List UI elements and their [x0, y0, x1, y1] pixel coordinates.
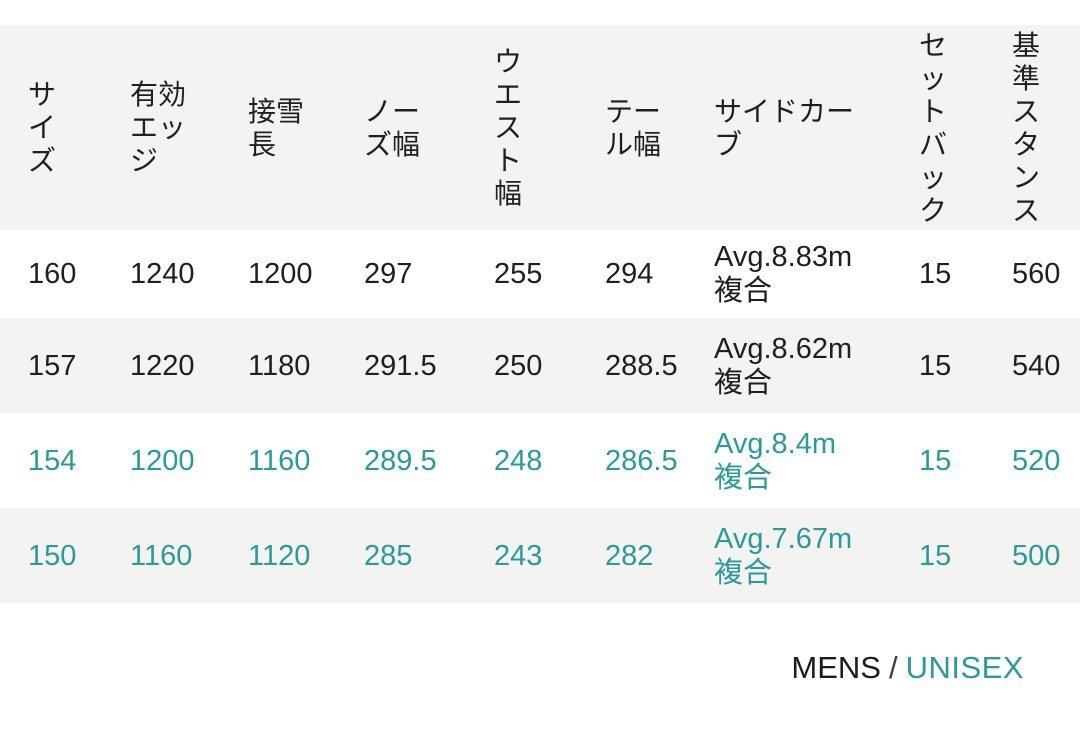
unisex-tab[interactable]: UNISEX — [905, 650, 1024, 685]
spec-row-150: 150 1160 1120 285 243 282 Avg.7.67m 複合 1… — [0, 508, 1080, 603]
cell-effective-edge: 1200 — [130, 444, 195, 477]
column-header-nose-width-label: ノーズ幅 — [364, 95, 421, 160]
cell-sidecut: Avg.7.67m 複合 — [714, 508, 919, 603]
cell-size: 150 — [28, 539, 77, 572]
cell-waist-width: 250 — [494, 349, 543, 382]
gender-selector: MENS / UNISEX — [0, 603, 1080, 686]
spec-row-154: 154 1200 1160 289.5 248 286.5 Avg.8.4m 複… — [0, 413, 1080, 508]
cell-sidecut: Avg.8.62m 複合 — [714, 318, 919, 413]
column-header-size-label: サイズ — [28, 79, 57, 176]
mens-tab[interactable]: MENS — [791, 650, 881, 685]
cell-setback: 15 — [919, 349, 952, 382]
cell-contact-length: 1180 — [248, 349, 311, 382]
cell-effective-edge: 1220 — [130, 349, 195, 382]
cell-sidecut-text: Avg.8.62m 複合 — [714, 332, 853, 399]
column-header-contact-length-label: 接雪長 — [248, 95, 305, 160]
cell-contact-length: 1200 — [248, 258, 313, 290]
column-header-sidecut: サイドカーブ — [714, 25, 919, 230]
cell-sidecut-text: Avg.8.4m 複合 — [714, 427, 836, 494]
cell-size: 157 — [28, 349, 77, 382]
cell-nose-width: 285 — [364, 539, 413, 572]
cell-size: 160 — [28, 258, 77, 290]
cell-sidecut: Avg.8.83m 複合 — [714, 230, 919, 318]
column-header-stance: 基準スタンス — [1012, 25, 1080, 230]
cell-effective-edge: 1240 — [130, 258, 195, 290]
column-header-waist-width-label: ウエスト幅 — [494, 46, 523, 209]
cell-effective-edge: 1160 — [130, 539, 193, 572]
column-header-stance-label: 基準スタンス — [1012, 29, 1041, 226]
column-header-tail-width: テール幅 — [605, 25, 714, 230]
snowboard-spec-table: サイズ 有効エッジ 接雪長 ノーズ幅 ウエスト幅 テール幅 サイドカーブ セット… — [0, 25, 1080, 603]
cell-setback: 15 — [919, 258, 952, 290]
cell-stance: 560 — [1012, 258, 1061, 290]
column-header-effective-edge-label: 有効エッジ — [130, 79, 187, 176]
cell-contact-length: 1120 — [248, 539, 311, 572]
column-header-waist-width: ウエスト幅 — [494, 25, 605, 230]
column-header-setback: セットバック — [919, 25, 1012, 230]
cell-setback: 15 — [919, 539, 952, 572]
cell-tail-width: 282 — [605, 539, 654, 572]
cell-contact-length: 1160 — [248, 444, 311, 477]
cell-nose-width: 291.5 — [364, 349, 437, 382]
cell-tail-width: 286.5 — [605, 444, 678, 477]
cell-stance: 500 — [1012, 539, 1061, 572]
cell-sidecut: Avg.8.4m 複合 — [714, 413, 919, 508]
cell-stance: 540 — [1012, 349, 1061, 382]
spec-row-157: 157 1220 1180 291.5 250 288.5 Avg.8.62m … — [0, 318, 1080, 413]
column-header-effective-edge: 有効エッジ — [130, 25, 248, 230]
cell-setback: 15 — [919, 444, 952, 477]
cell-nose-width: 297 — [364, 258, 413, 290]
cell-waist-width: 255 — [494, 258, 543, 290]
cell-size: 154 — [28, 444, 77, 477]
column-header-tail-width-label: テール幅 — [605, 95, 662, 160]
column-header-sidecut-label: サイドカーブ — [714, 95, 855, 160]
column-header-contact-length: 接雪長 — [248, 25, 364, 230]
cell-tail-width: 294 — [605, 258, 654, 290]
cell-tail-width: 288.5 — [605, 349, 678, 382]
gender-separator: / — [888, 650, 898, 685]
spec-row-160: 160 1240 1200 297 255 294 Avg.8.83m 複合 1… — [0, 230, 1080, 318]
cell-waist-width: 243 — [494, 539, 543, 572]
cell-stance: 520 — [1012, 444, 1061, 477]
cell-waist-width: 248 — [494, 444, 543, 477]
cell-sidecut-text: Avg.7.67m 複合 — [714, 522, 853, 589]
table-header-row: サイズ 有効エッジ 接雪長 ノーズ幅 ウエスト幅 テール幅 サイドカーブ セット… — [0, 25, 1080, 230]
column-header-nose-width: ノーズ幅 — [364, 25, 494, 230]
column-header-setback-label: セットバック — [919, 29, 948, 226]
column-header-size: サイズ — [0, 25, 130, 230]
cell-nose-width: 289.5 — [364, 444, 437, 477]
cell-sidecut-text: Avg.8.83m 複合 — [714, 241, 853, 307]
